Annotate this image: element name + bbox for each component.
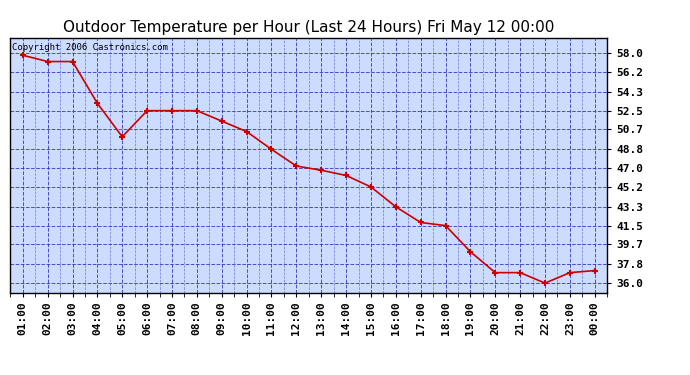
Title: Outdoor Temperature per Hour (Last 24 Hours) Fri May 12 00:00: Outdoor Temperature per Hour (Last 24 Ho… <box>63 20 555 35</box>
Text: Copyright 2006 Castronics.com: Copyright 2006 Castronics.com <box>12 43 168 52</box>
